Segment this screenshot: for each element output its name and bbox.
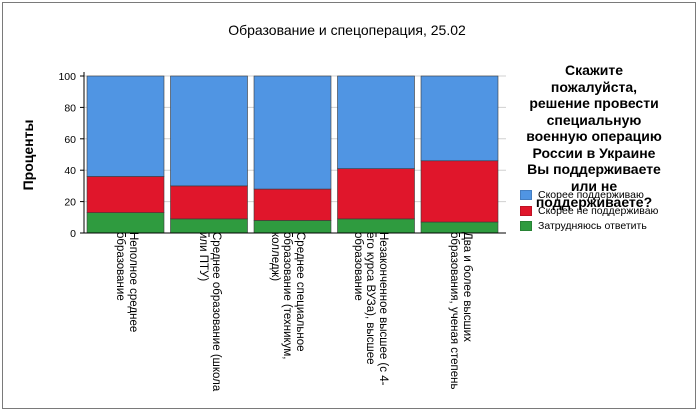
x-tick-label-3: Среднее специальное образование (технику… (268, 232, 306, 360)
y-tick-label-60: 60 (64, 134, 76, 146)
bar-segment-4-series-1 (337, 218, 415, 234)
y-tick-label-20: 20 (64, 197, 76, 209)
bar-segment-4-series-2 (337, 168, 415, 220)
bar-segment-2-series-2 (170, 185, 248, 220)
y-tick-label-80: 80 (64, 102, 76, 114)
y-tick-label-100: 100 (58, 71, 76, 83)
bar-segment-1-series-2 (86, 176, 165, 213)
bar-segment-1-series-1 (86, 212, 165, 234)
legend-swatch-1 (520, 190, 532, 200)
legend-label-2: Скорее не поддерживаю (538, 204, 659, 217)
bar-segment-3-series-2 (253, 188, 332, 221)
bar-segment-4-series-3 (337, 75, 415, 169)
y-tick-label-0: 0 (70, 228, 76, 240)
bar-segment-2-series-1 (170, 218, 248, 234)
legend-label-3: Затрудняюсь ответить (538, 220, 647, 232)
bar-segment-5-series-3 (420, 75, 499, 162)
bar-segment-1-series-3 (86, 75, 165, 177)
legend-swatch-3 (520, 221, 532, 231)
x-tick-label-4: Незаконченное высшее (с 4-его курса ВУЗа… (352, 232, 389, 386)
x-tick-label-2: Среднее образование (школа или ПТУ) (197, 232, 223, 392)
legend-label-1: Скорее поддерживаю (538, 189, 644, 201)
legend-swatch-2 (520, 205, 532, 216)
bar-segment-5-series-2 (420, 160, 499, 223)
legend-title: Скажите пожалуйста, решение провести спе… (526, 62, 662, 210)
y-tick-label-40: 40 (64, 165, 76, 177)
legend-item-2: Скорее не поддерживаю (520, 204, 658, 218)
x-tick-label-1: Неполное среднее образование (114, 232, 139, 333)
legend-item-1: Скорее поддерживаю (520, 188, 644, 202)
bar-segment-3-series-3 (253, 75, 332, 190)
bar-segment-2-series-3 (170, 75, 248, 187)
x-tick-label-5: Два и более высших образования, ученая с… (448, 232, 473, 390)
chart-title: Образование и спецоперация, 25.02 (228, 22, 466, 38)
legend-item-3: Затрудняюсь ответить (520, 219, 647, 233)
